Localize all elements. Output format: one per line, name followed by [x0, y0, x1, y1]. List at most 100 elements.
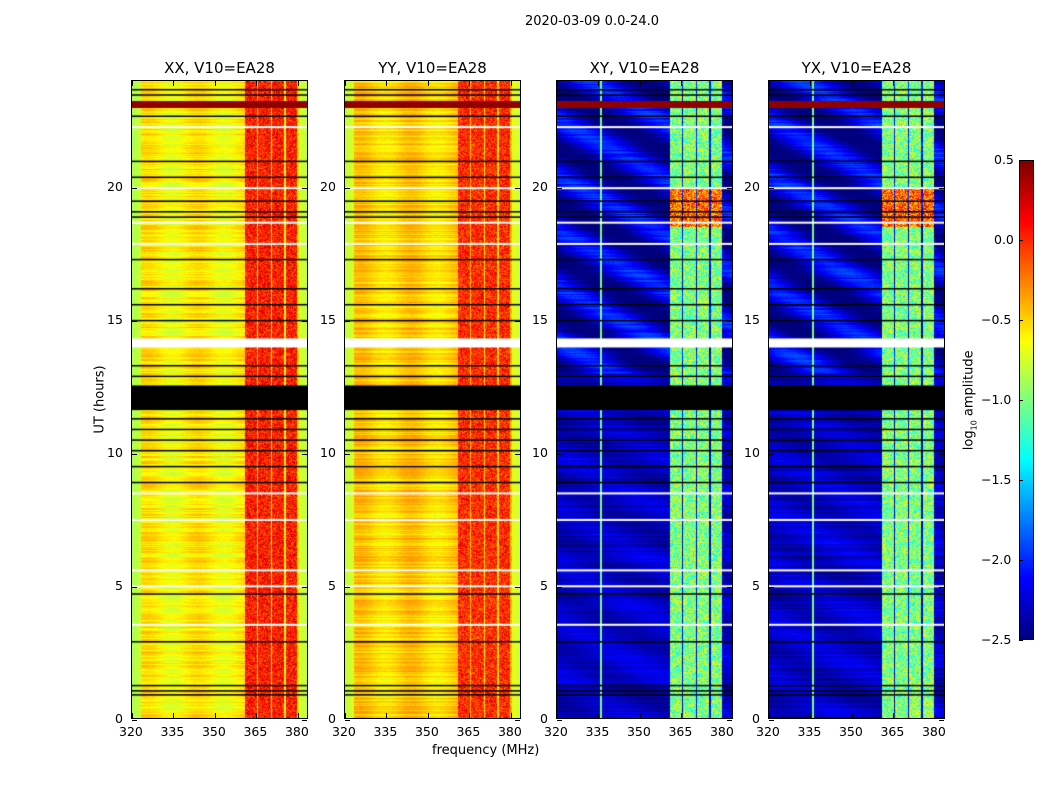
- y-tick-label: 15: [532, 311, 548, 327]
- x-tick-label: 350: [414, 724, 439, 739]
- x-tick-mark: [810, 713, 812, 718]
- heatmap-panel-1: [344, 80, 521, 721]
- y-tick-label: 10: [320, 444, 336, 460]
- heatmap-panel-3: [768, 80, 945, 721]
- x-tick-mark: [769, 713, 770, 718]
- y-tick-mark: [557, 320, 562, 322]
- y-tick-label: 5: [540, 577, 548, 593]
- y-tick-mark: [345, 720, 350, 721]
- y-tick-mark: [302, 453, 307, 455]
- y-axis-label: UT (hours): [92, 365, 108, 434]
- x-tick-mark: [934, 713, 936, 718]
- y-tick-mark: [132, 187, 137, 189]
- x-tick-label: 380: [921, 724, 946, 739]
- y-tick-label: 5: [115, 577, 123, 593]
- y-tick-mark: [769, 320, 774, 322]
- x-tick-mark: [598, 713, 600, 718]
- panel-title: YX, V10=EA28: [801, 59, 912, 77]
- figure-title: 2020-03-09 0.0-24.0: [525, 14, 659, 29]
- colorbar-tick-mark: [1019, 320, 1023, 321]
- x-tick-mark: [934, 81, 936, 86]
- colorbar-tick-mark: [1019, 560, 1023, 561]
- x-tick-mark: [557, 81, 558, 86]
- colorbar-tick-mark: [1019, 480, 1023, 481]
- x-tick-mark: [173, 81, 175, 86]
- heatmap-cells: [132, 81, 307, 718]
- y-tick-mark: [132, 586, 137, 588]
- y-tick-mark: [515, 720, 520, 721]
- x-tick-mark: [256, 81, 258, 86]
- x-tick-mark: [427, 713, 429, 718]
- y-tick-label: 0: [752, 711, 760, 726]
- colorbar-tick-label: −2.0: [981, 552, 1012, 567]
- y-tick-mark: [132, 453, 137, 455]
- y-tick-mark: [727, 586, 732, 588]
- x-tick-mark: [851, 713, 853, 718]
- y-tick-label: 15: [320, 311, 336, 327]
- x-tick-mark: [469, 713, 471, 718]
- y-tick-mark: [769, 187, 774, 189]
- x-tick-mark: [214, 713, 216, 718]
- x-axis-label: frequency (MHz): [432, 743, 540, 758]
- panel-title: XY, V10=EA28: [589, 59, 700, 77]
- y-tick-mark: [132, 320, 137, 322]
- x-tick-mark: [681, 713, 683, 718]
- y-tick-mark: [345, 320, 350, 322]
- y-tick-label: 20: [320, 178, 336, 194]
- x-tick-mark: [427, 81, 429, 86]
- x-tick-label: 365: [880, 724, 905, 739]
- y-tick-mark: [727, 453, 732, 455]
- y-tick-label: 20: [107, 178, 123, 194]
- y-tick-label: 20: [532, 178, 548, 194]
- y-tick-mark: [345, 187, 350, 189]
- x-tick-label: 320: [756, 724, 780, 739]
- heatmap-panel-2: [556, 80, 733, 721]
- y-tick-mark: [557, 187, 562, 189]
- y-tick-mark: [515, 320, 520, 322]
- x-tick-mark: [851, 81, 853, 86]
- y-tick-mark: [515, 586, 520, 588]
- colorbar-tick-mark: [1019, 160, 1023, 161]
- y-tick-mark: [302, 187, 307, 189]
- y-tick-mark: [727, 720, 732, 721]
- heatmap-cells: [557, 81, 732, 718]
- x-tick-mark: [386, 713, 388, 718]
- y-tick-label: 15: [744, 311, 760, 327]
- x-tick-mark: [132, 81, 133, 86]
- x-tick-mark: [132, 713, 133, 718]
- x-tick-mark: [297, 713, 299, 718]
- y-tick-mark: [939, 187, 944, 189]
- x-tick-mark: [256, 713, 258, 718]
- x-tick-label: 380: [497, 724, 522, 739]
- y-tick-mark: [557, 720, 562, 721]
- y-tick-label: 10: [532, 444, 548, 460]
- y-tick-mark: [727, 320, 732, 322]
- x-tick-label: 350: [626, 724, 651, 739]
- panel-title: YY, V10=EA28: [378, 59, 487, 77]
- y-tick-mark: [302, 320, 307, 322]
- y-tick-mark: [769, 720, 774, 721]
- y-tick-mark: [132, 720, 137, 721]
- colorbar-tick-label: 0.5: [994, 152, 1014, 167]
- y-tick-mark: [515, 187, 520, 189]
- x-tick-mark: [173, 713, 175, 718]
- x-tick-mark: [769, 81, 770, 86]
- colorbar-label: log10 amplitude: [961, 350, 979, 451]
- y-tick-mark: [345, 453, 350, 455]
- y-tick-label: 5: [752, 577, 760, 593]
- colorbar-tick-label: −1.5: [981, 472, 1012, 487]
- colorbar-tick-label: 0.0: [994, 232, 1014, 247]
- heatmap-cells: [345, 81, 520, 718]
- heatmap-cells: [769, 81, 944, 718]
- x-tick-mark: [345, 81, 346, 86]
- x-tick-label: 320: [332, 724, 356, 739]
- y-tick-mark: [769, 453, 774, 455]
- x-tick-mark: [557, 713, 558, 718]
- y-tick-mark: [939, 320, 944, 322]
- x-tick-mark: [639, 81, 641, 86]
- x-tick-label: 335: [585, 724, 610, 739]
- x-tick-mark: [598, 81, 600, 86]
- heatmap-panel-0: [131, 80, 308, 721]
- y-tick-label: 0: [115, 711, 123, 726]
